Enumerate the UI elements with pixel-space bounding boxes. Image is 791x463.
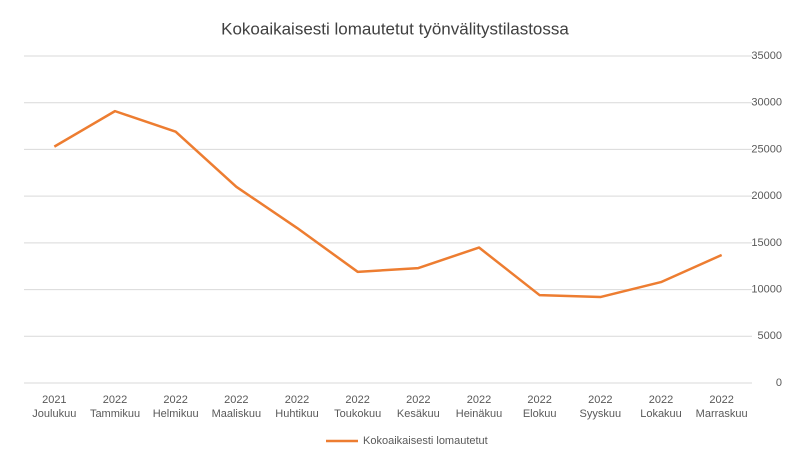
x-tick-label: 2022 Marraskuu	[696, 394, 748, 420]
x-tick-year: 2022	[649, 394, 673, 406]
x-tick-year: 2021	[42, 394, 66, 406]
x-tick-month: Marraskuu	[696, 408, 748, 420]
x-tick-label: 2021 Joulukuu	[32, 394, 76, 420]
x-tick-month: Syyskuu	[580, 408, 622, 420]
x-tick-month: Kesäkuu	[397, 408, 440, 420]
x-tick-month: Joulukuu	[32, 408, 76, 420]
x-tick-year: 2022	[163, 394, 187, 406]
x-tick-label: 2022 Maaliskuu	[212, 394, 262, 420]
chart-title: Kokoaikaisesti lomautetut työnvälitystil…	[221, 19, 569, 38]
x-tick-label: 2022 Kesäkuu	[397, 394, 440, 420]
y-tick-label: 0	[776, 377, 782, 389]
y-tick-label: 35000	[751, 50, 782, 62]
x-tick-year: 2022	[709, 394, 733, 406]
x-tick-year: 2022	[345, 394, 369, 406]
x-tick-month: Helmikuu	[153, 408, 199, 420]
x-tick-year: 2022	[527, 394, 551, 406]
legend-label: Kokoaikaisesti lomautetut	[363, 435, 488, 447]
x-tick-label: 2022 Elokuu	[523, 394, 557, 420]
x-tick-year: 2022	[285, 394, 309, 406]
x-tick-label: 2022 Helmikuu	[153, 394, 199, 420]
x-tick-month: Tammikuu	[90, 408, 140, 420]
x-tick-label: 2022 Huhtikuu	[275, 394, 318, 420]
x-tick-month: Huhtikuu	[275, 408, 318, 420]
x-tick-month: Elokuu	[523, 408, 557, 420]
y-tick-label: 15000	[751, 237, 782, 249]
x-tick-month: Maaliskuu	[212, 408, 262, 420]
y-tick-label: 30000	[751, 97, 782, 109]
x-tick-month: Heinäkuu	[456, 408, 502, 420]
y-tick-label: 20000	[751, 190, 782, 202]
x-tick-label: 2022 Syyskuu	[580, 394, 622, 420]
y-tick-label: 10000	[751, 283, 782, 295]
y-tick-label: 25000	[751, 143, 782, 155]
x-tick-label: 2022 Heinäkuu	[456, 394, 502, 420]
x-tick-label: 2022 Toukokuu	[334, 394, 381, 420]
x-tick-year: 2022	[224, 394, 248, 406]
y-tick-label: 5000	[758, 330, 782, 342]
x-tick-year: 2022	[467, 394, 491, 406]
x-tick-year: 2022	[103, 394, 127, 406]
x-tick-label: 2022 Tammikuu	[90, 394, 140, 420]
x-tick-label: 2022 Lokakuu	[640, 394, 682, 420]
x-tick-year: 2022	[406, 394, 430, 406]
x-tick-month: Lokakuu	[640, 408, 682, 420]
x-tick-year: 2022	[588, 394, 612, 406]
series-line	[53, 109, 723, 299]
x-tick-month: Toukokuu	[334, 408, 381, 420]
